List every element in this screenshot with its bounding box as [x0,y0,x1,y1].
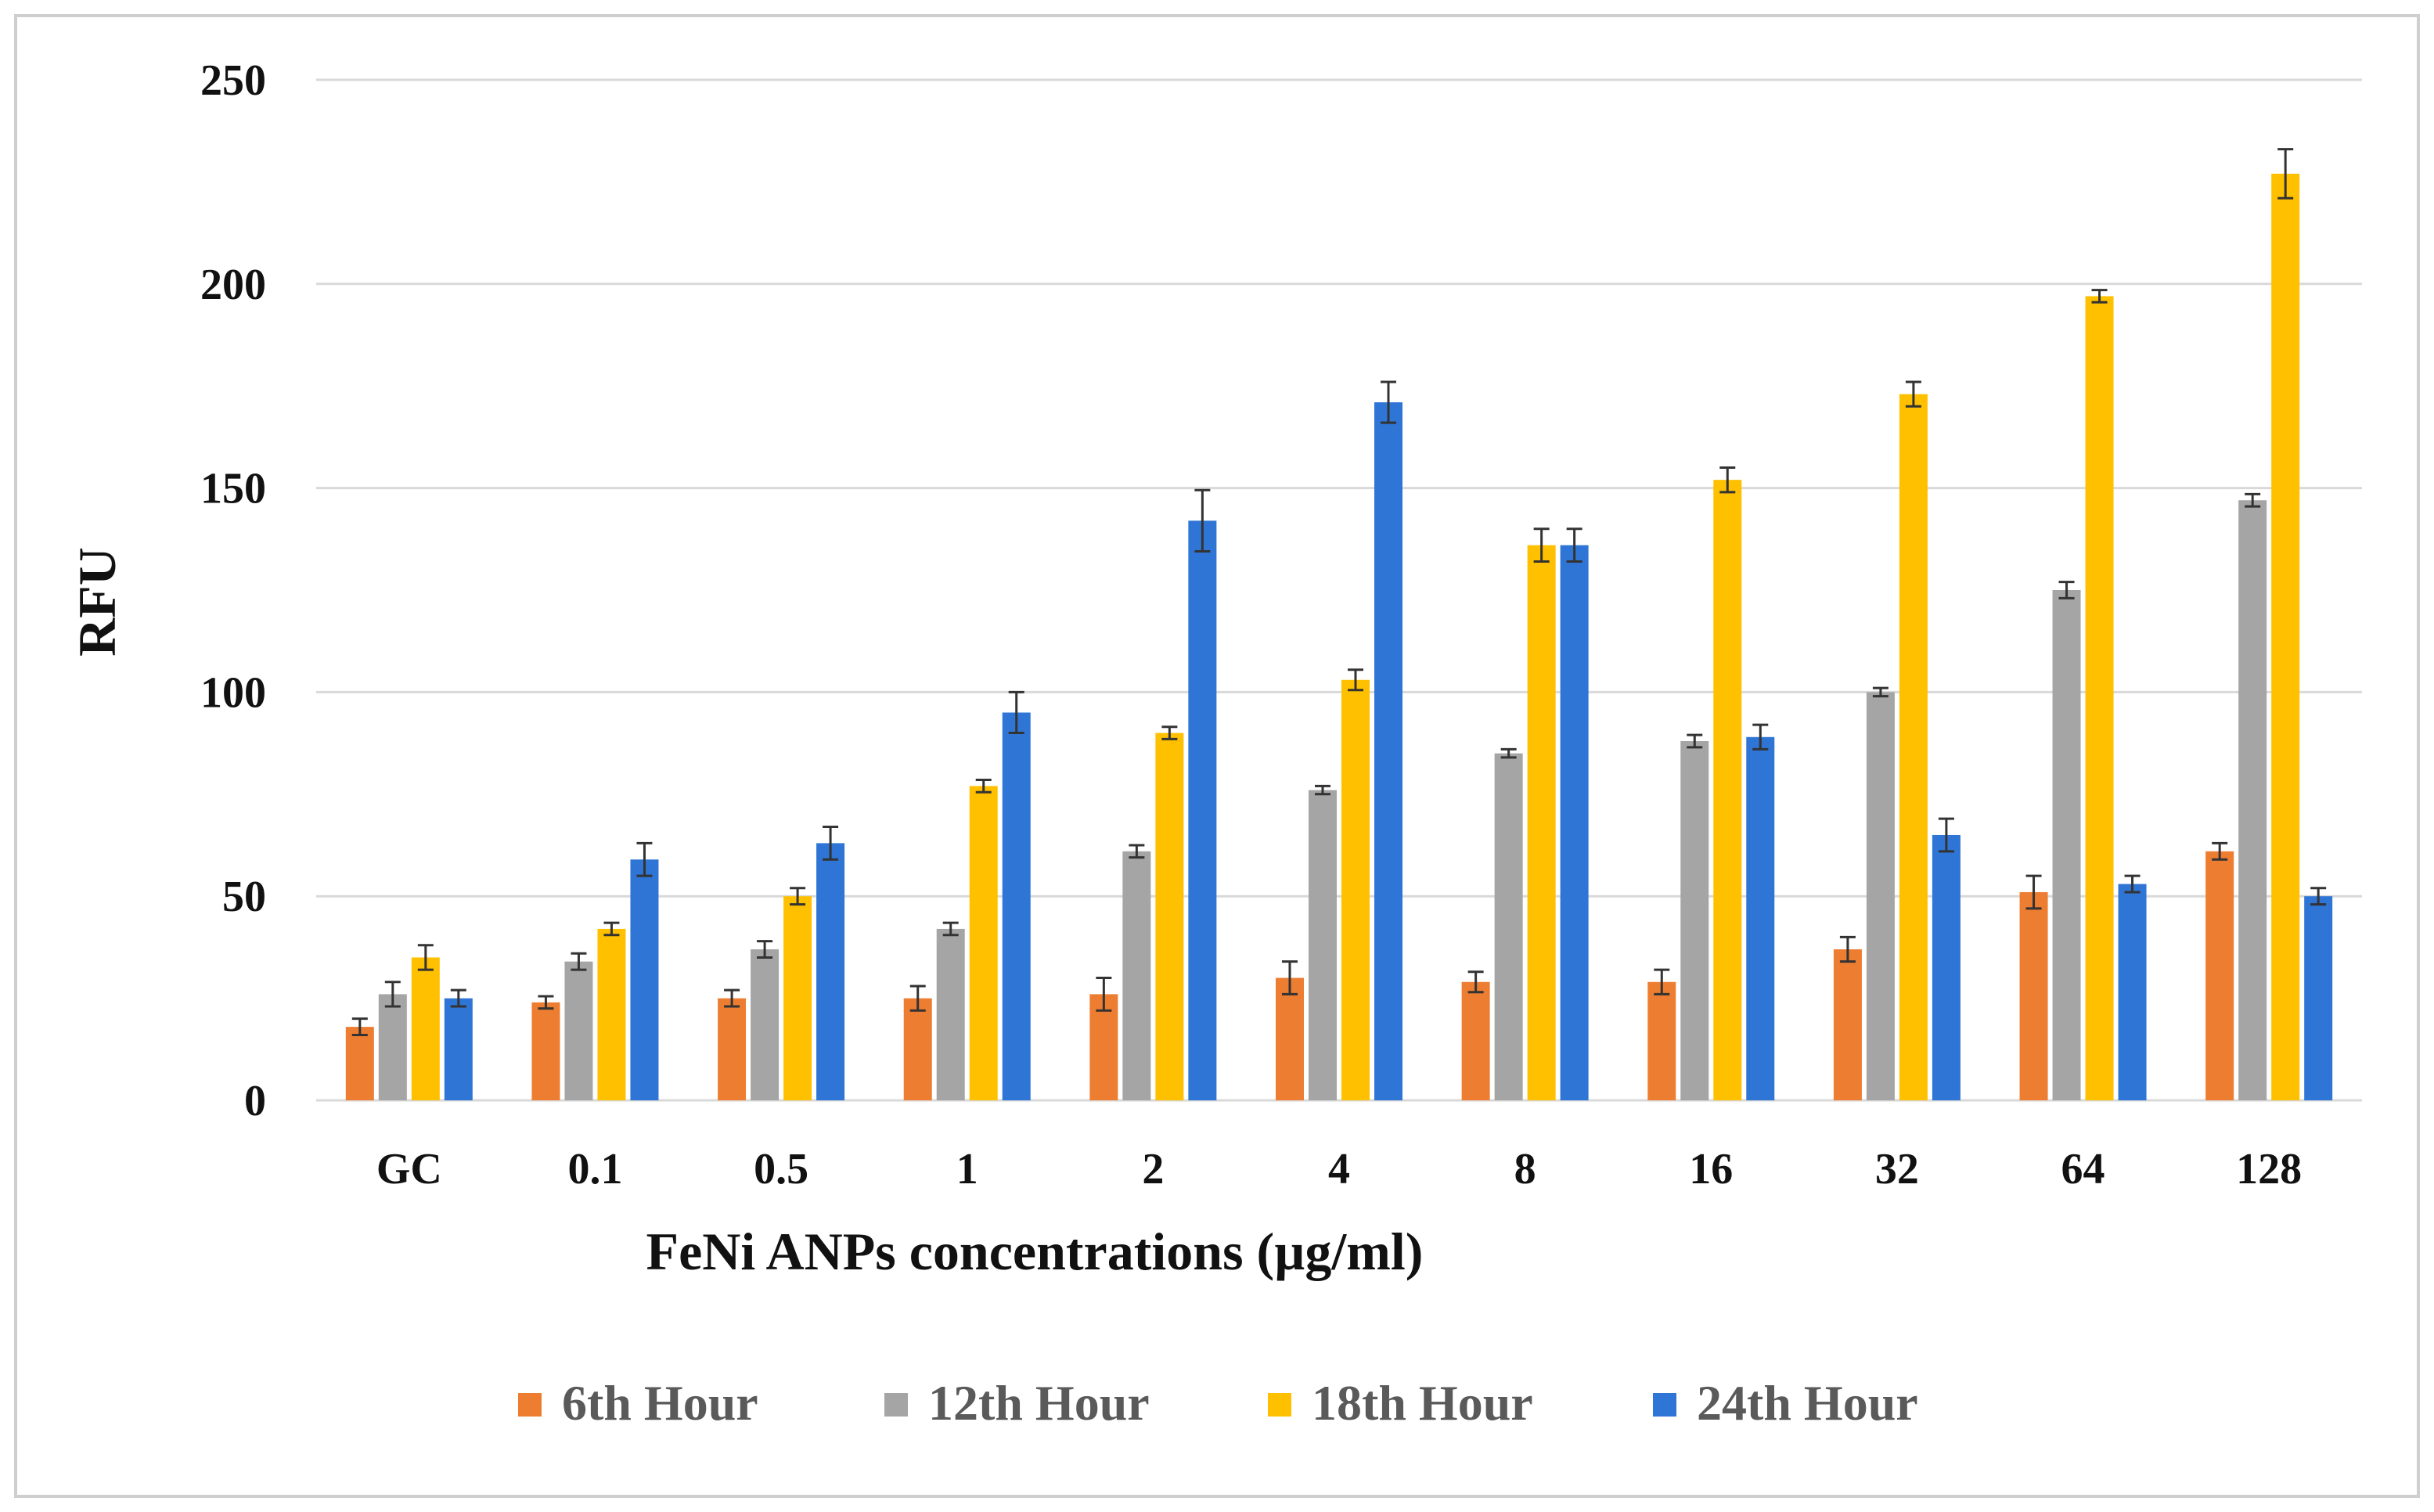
bar-24th-hour [1746,736,1775,1100]
legend-swatch [518,1393,542,1417]
legend-swatch [884,1393,908,1417]
x-tick-label: 0.5 [754,1145,808,1193]
bar-24th-hour [2118,884,2147,1100]
chart-frame: 0 50 100 150 200 250 GC 0.1 0.5 1 2 4 8 16 32 64 128 RF… [14,14,2420,1498]
bar-24th-hour [2304,896,2333,1100]
bar-18th-hour [783,896,812,1100]
bar-12th-hour [378,994,407,1100]
bar-6th-hour [718,998,747,1100]
bar-6th-hour [1089,994,1118,1100]
bar-6th-hour [531,1002,560,1100]
x-tick-label: 8 [1514,1145,1536,1193]
x-tick-label: 1 [956,1145,978,1193]
bar-24th-hour [1002,712,1031,1100]
bar-24th-hour [1932,834,1961,1100]
bar-12th-hour [1494,753,1523,1100]
bar-24th-hour [816,843,845,1100]
x-tick-label: 128 [2236,1145,2302,1193]
x-tick-labels: GC 0.1 0.5 1 2 4 8 16 32 64 128 [376,1145,2302,1193]
bar-12th-hour [936,928,965,1100]
x-tick-label: 32 [1875,1145,1919,1193]
y-tick-label: 50 [222,873,266,921]
x-axis-title: FeNi ANPs concentrations (µg/ml) [646,1222,1424,1281]
x-tick-label: GC [376,1145,442,1193]
y-tick-labels: 0 50 100 150 200 250 [200,56,266,1125]
x-tick-label: 2 [1142,1145,1164,1193]
bar-12th-hour [564,961,593,1100]
bar-12th-hour [1309,790,1337,1100]
legend-label: 6th Hour [562,1375,758,1431]
bar-6th-hour [1276,977,1304,1100]
bar-24th-hour [630,859,659,1100]
y-tick-label: 250 [200,56,266,105]
bar-6th-hour [345,1027,374,1100]
bar-6th-hour [1647,981,1676,1100]
y-tick-label: 150 [200,465,266,513]
y-tick-label: 200 [200,261,266,309]
x-tick-label: 0.1 [567,1145,622,1193]
bar-6th-hour [903,998,932,1100]
bar-18th-hour [1899,394,1928,1101]
y-axis-title: RFU [67,547,127,657]
bar-24th-hour [1188,520,1217,1100]
legend-label: 18th Hour [1312,1375,1533,1431]
x-tick-label: 16 [1689,1145,1733,1193]
bar-12th-hour [1866,692,1895,1100]
bar-6th-hour [1833,949,1862,1100]
bar-6th-hour [2019,891,2048,1100]
bar-18th-hour [597,928,626,1100]
bar-12th-hour [1680,740,1709,1100]
bar-12th-hour [1122,851,1151,1100]
bar-18th-hour [969,786,998,1100]
y-tick-label: 100 [200,668,266,717]
bars [345,148,2333,1101]
bar-12th-hour [2052,590,2081,1100]
bar-12th-hour [2238,500,2267,1100]
y-tick-label: 0 [244,1077,266,1125]
bar-18th-hour [411,957,440,1100]
legend-label: 12th Hour [928,1375,1150,1431]
bar-24th-hour [1374,402,1402,1100]
bar-6th-hour [2205,851,2234,1100]
bar-18th-hour [1341,679,1370,1100]
legend-swatch [1268,1393,1291,1417]
bar-6th-hour [1461,981,1490,1100]
bar-chart: 0 50 100 150 200 250 GC 0.1 0.5 1 2 4 8 16 32 64 128 RF… [67,56,2362,1431]
bar-12th-hour [751,949,780,1100]
bar-18th-hour [1527,545,1556,1100]
bar-18th-hour [2271,173,2300,1100]
bar-18th-hour [1155,733,1184,1100]
x-tick-label: 64 [2061,1145,2105,1193]
bar-18th-hour [1713,480,1742,1100]
legend-swatch [1653,1393,1676,1417]
legend: 6th Hour 12th Hour 18th Hour 24th Hour [518,1375,1918,1431]
bar-18th-hour [2085,296,2114,1100]
x-tick-label: 4 [1328,1145,1350,1193]
legend-label: 24th Hour [1697,1375,1918,1431]
bar-24th-hour [444,998,473,1100]
bar-24th-hour [1560,545,1589,1100]
